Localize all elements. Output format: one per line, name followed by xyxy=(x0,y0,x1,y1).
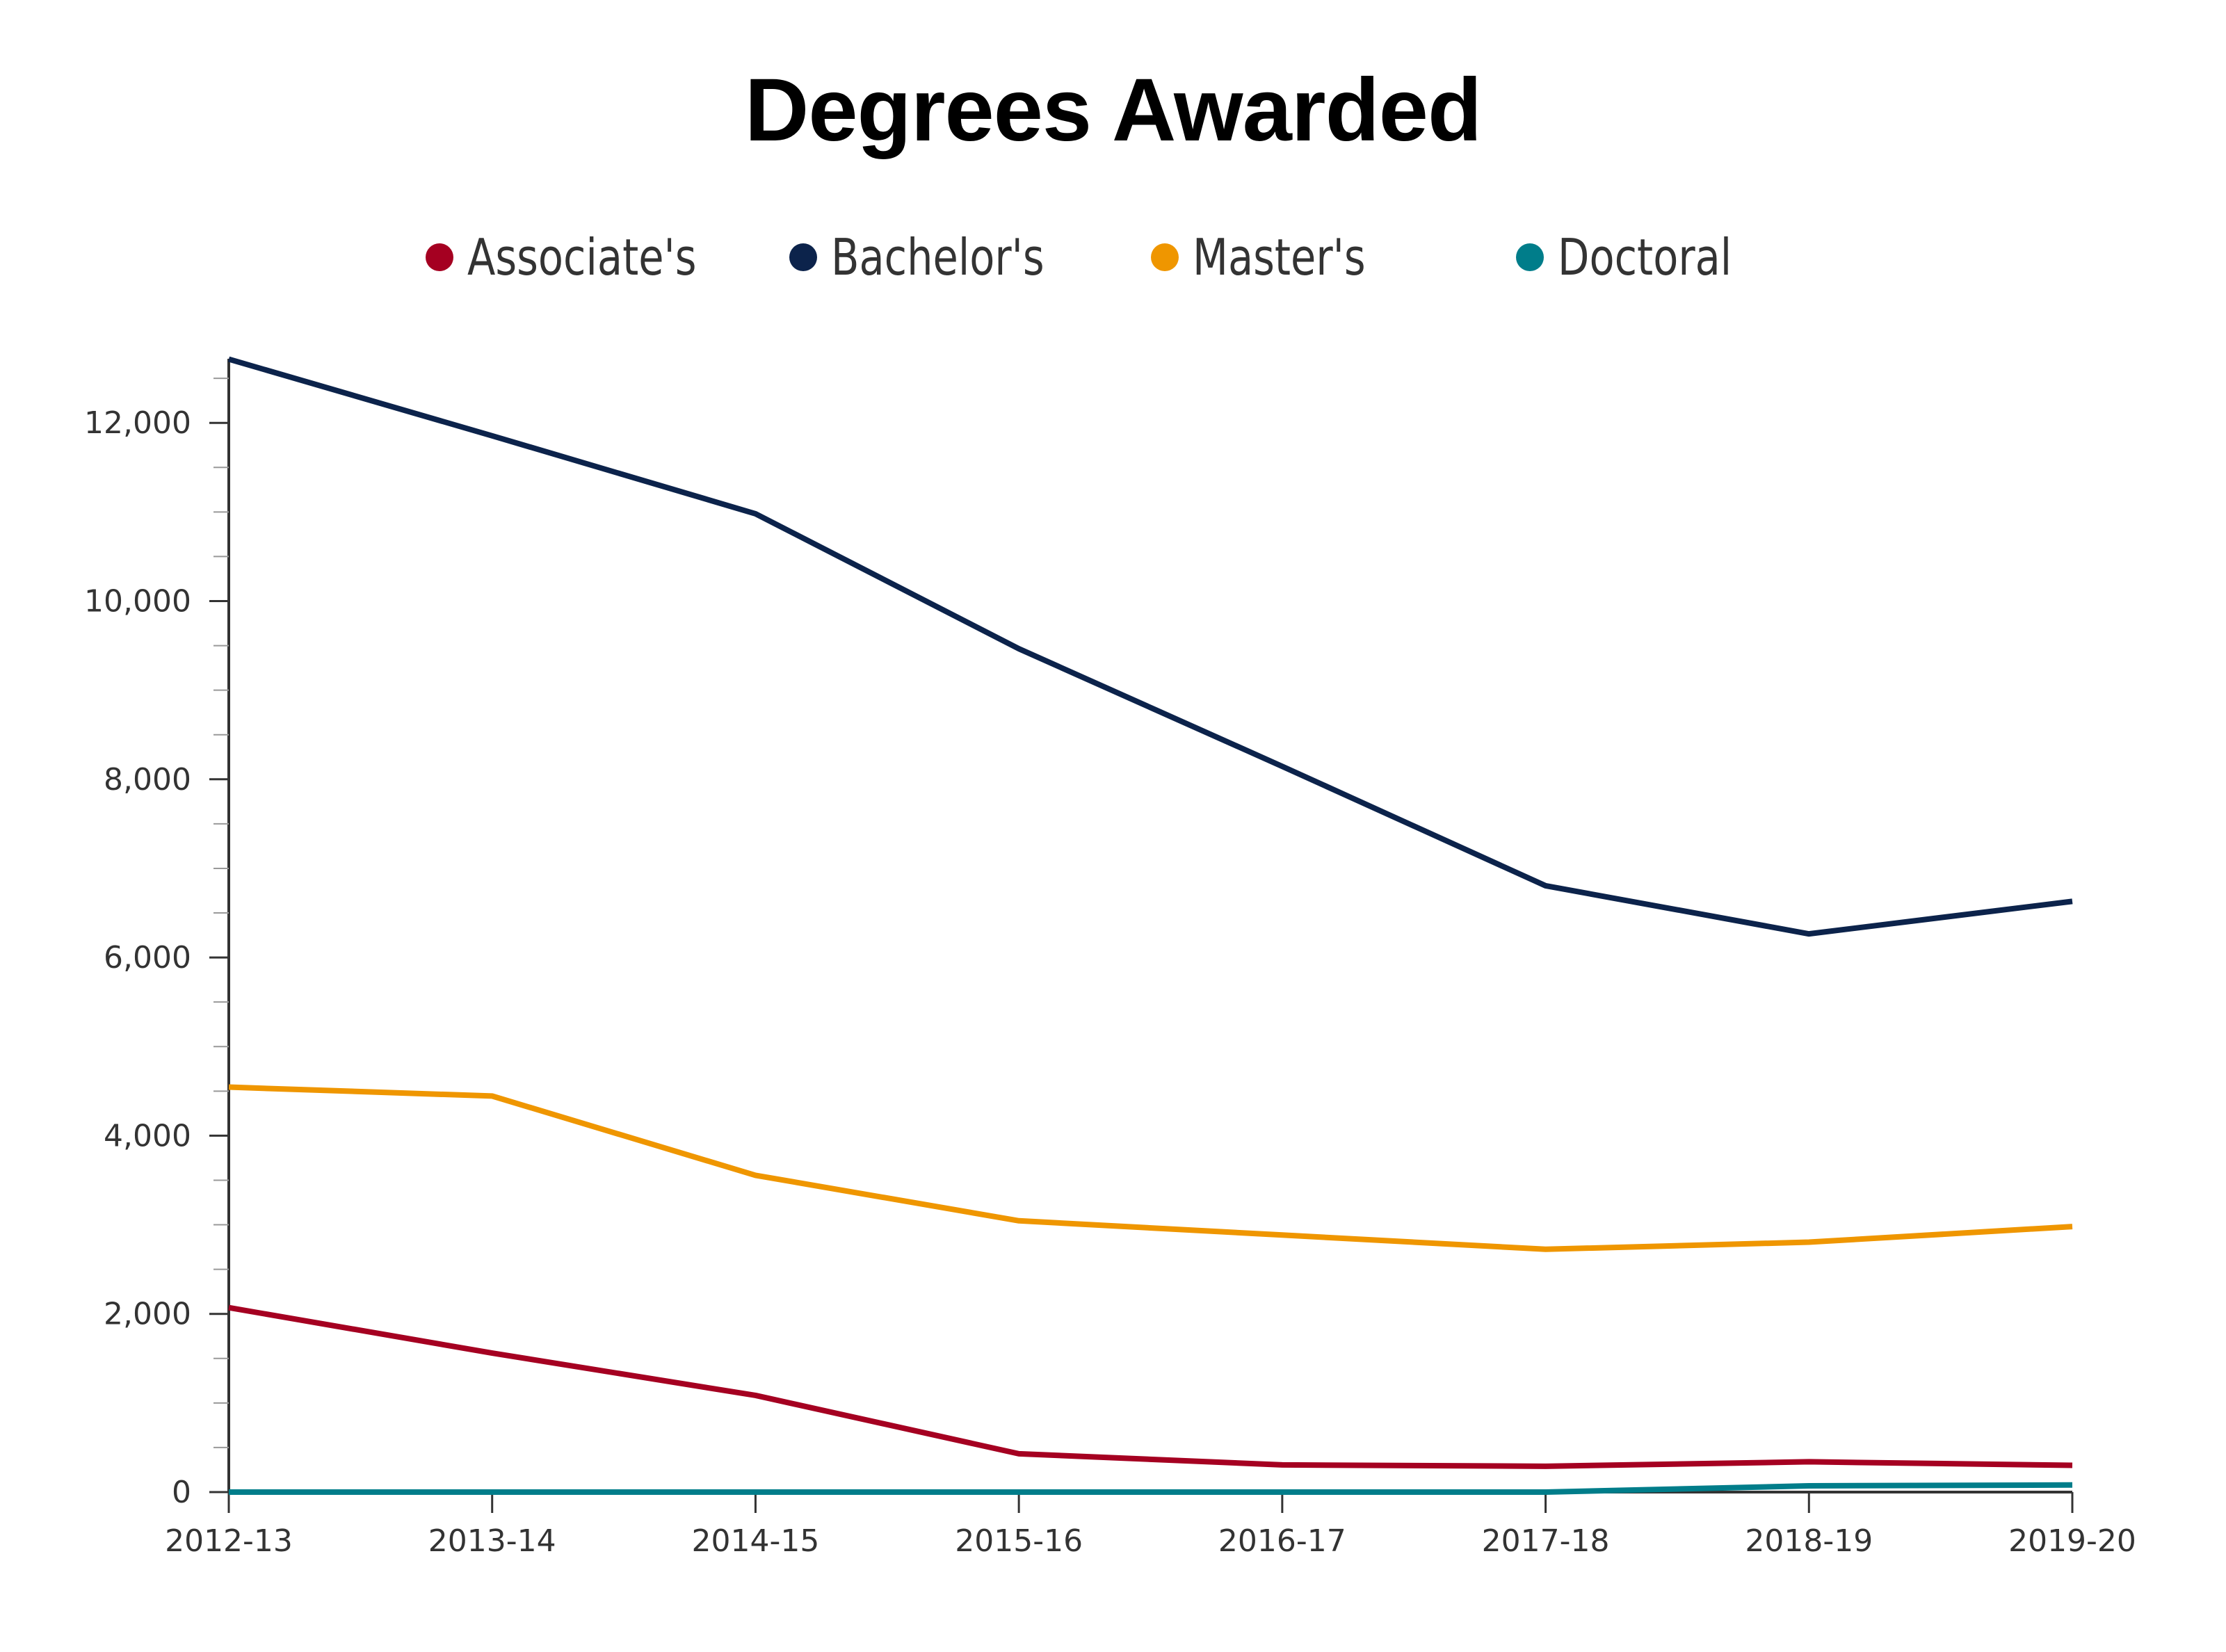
x-tick-label: 2015-16 xyxy=(955,1523,1083,1559)
series-line-masters xyxy=(228,1084,2073,1252)
series-line-doctoral xyxy=(229,1482,2073,1495)
series-line-bachelors xyxy=(227,356,2073,937)
y-tick-label: 10,000 xyxy=(84,584,191,620)
x-tick-label: 2019-20 xyxy=(2008,1523,2136,1559)
legend-item-bachelors[interactable]: Bachelor's xyxy=(789,222,1091,292)
legend: Associate's Bachelor's Master's Doctoral xyxy=(0,222,2226,292)
legend-label: Doctoral xyxy=(1558,228,1732,286)
x-tick-label: 2013-14 xyxy=(428,1523,556,1559)
y-tick-label: 8,000 xyxy=(104,762,191,797)
series-line-associates xyxy=(228,1304,2073,1469)
y-tick-label: 4,000 xyxy=(104,1118,191,1153)
x-tick-label: 2014-15 xyxy=(692,1523,820,1559)
x-tick-label: 2017-18 xyxy=(1482,1523,1610,1559)
legend-label: Associate's xyxy=(467,228,697,286)
legend-item-doctoral[interactable]: Doctoral xyxy=(1516,222,1770,292)
legend-label: Bachelor's xyxy=(831,228,1045,286)
y-tick-label: 0 xyxy=(172,1475,191,1510)
legend-dot-icon xyxy=(1151,243,1179,271)
y-tick-label: 6,000 xyxy=(104,940,191,975)
x-tick-label: 2016-17 xyxy=(1218,1523,1346,1559)
legend-item-associates[interactable]: Associate's xyxy=(426,222,747,292)
legend-label: Master's xyxy=(1193,228,1366,286)
legend-dot-icon xyxy=(426,243,453,271)
y-tick-label: 12,000 xyxy=(84,405,191,441)
legend-dot-icon xyxy=(789,243,817,271)
x-tick-label: 2018-19 xyxy=(1745,1523,1873,1559)
x-tick-label: 2012-13 xyxy=(165,1523,293,1559)
legend-dot-icon xyxy=(1516,243,1544,271)
chart-title: Degrees Awarded xyxy=(744,60,1482,160)
legend-item-masters[interactable]: Master's xyxy=(1151,222,1403,292)
y-tick-label: 2,000 xyxy=(104,1297,191,1332)
